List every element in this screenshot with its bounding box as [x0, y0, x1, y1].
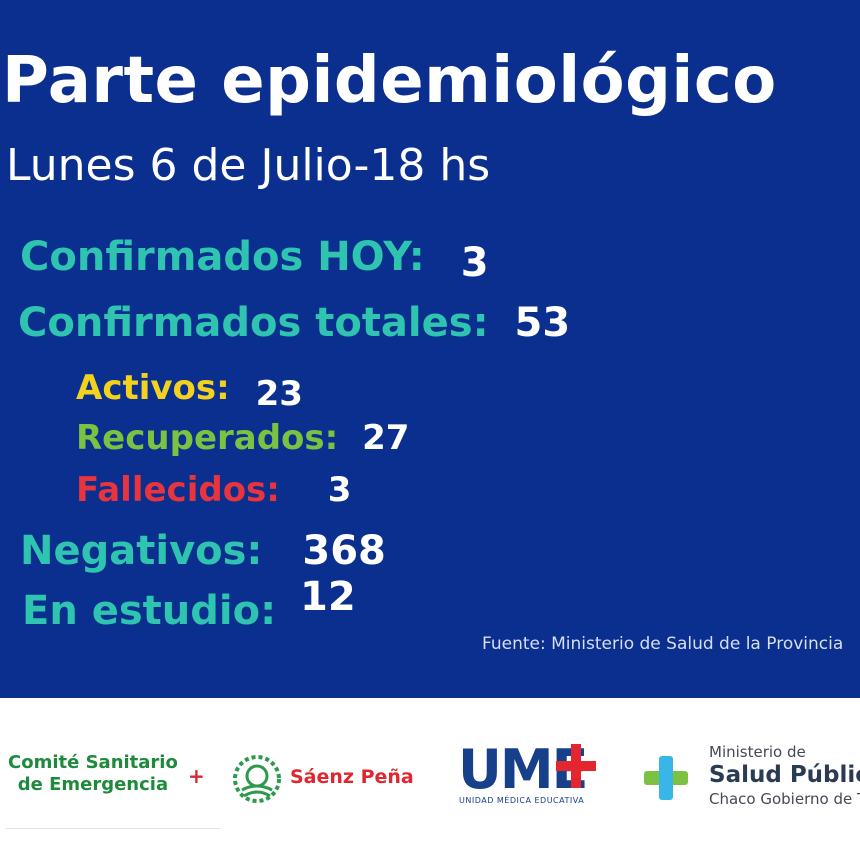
stat-fallecidos: Fallecidos: 3: [76, 470, 351, 510]
ministerio-line3: Chaco Gobierno de Todos: [709, 790, 860, 808]
stat-value: 3: [460, 240, 489, 286]
report-date: Lunes 6 de Julio-18 hs: [6, 140, 491, 191]
stat-value: 3: [327, 470, 352, 510]
comite-logo: Comité Sanitario de Emergencia: [8, 752, 178, 796]
stat-label: Recuperados:: [76, 418, 339, 458]
red-cross-icon: [556, 744, 596, 788]
stat-label: Activos:: [76, 368, 230, 408]
report-panel: Parte epidemiológico Lunes 6 de Julio-18…: [0, 0, 860, 698]
stat-value: 27: [362, 418, 410, 458]
stat-value: 23: [255, 374, 303, 414]
saenz-pena-emblem-icon: [233, 755, 281, 803]
page-title: Parte epidemiológico: [2, 44, 777, 118]
stat-value: 12: [300, 574, 356, 620]
ministerio-line1: Ministerio de: [709, 743, 806, 761]
source-note: Fuente: Ministerio de Salud de la Provin…: [482, 634, 844, 654]
stat-confirmados-totales: Confirmados totales: 53: [18, 300, 570, 346]
stat-negativos: Negativos: 368: [20, 528, 386, 574]
stat-label: Confirmados totales:: [18, 300, 489, 346]
stat-label: En estudio:: [22, 588, 277, 634]
comite-line2: de Emergencia: [17, 774, 169, 795]
saenz-pena-text: Sáenz Peña: [290, 766, 414, 788]
stat-label: Negativos:: [20, 528, 263, 574]
comite-line1: Comité Sanitario: [8, 752, 178, 773]
stat-confirmados-hoy: Confirmados HOY: 3: [20, 234, 489, 286]
logo-strip: Comité Sanitario de Emergencia + Sáenz P…: [0, 698, 860, 860]
health-cross-icon: [644, 756, 688, 800]
stat-label: Fallecidos:: [76, 470, 280, 510]
stat-en-estudio: En estudio: 12: [22, 574, 356, 634]
stat-value: 368: [302, 528, 386, 574]
divider: [6, 828, 220, 829]
stat-activos: Activos: 23: [76, 368, 303, 414]
ume-subtitle: UNIDAD MÉDICA EDUCATIVA: [459, 796, 585, 805]
stat-recuperados: Recuperados: 27: [76, 418, 409, 458]
red-plus-icon: +: [188, 764, 205, 788]
stat-label: Confirmados HOY:: [20, 234, 425, 280]
logo-footer: Comité Sanitario de Emergencia + Sáenz P…: [0, 698, 860, 860]
ministerio-line2: Salud Pública: [709, 762, 860, 788]
stat-value: 53: [514, 300, 571, 346]
